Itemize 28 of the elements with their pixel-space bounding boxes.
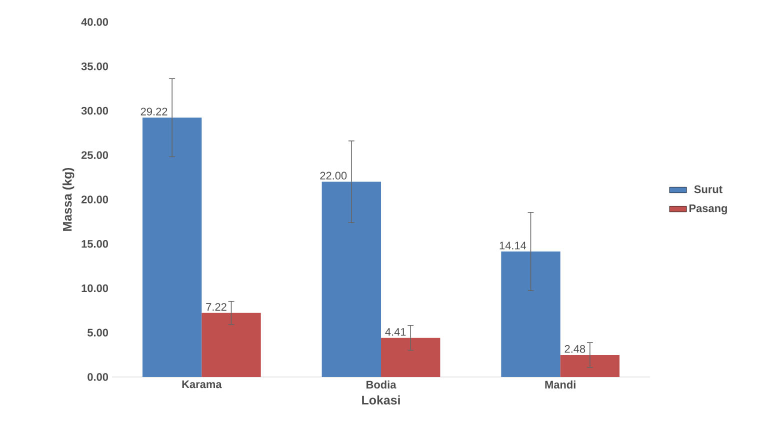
y-tick-label: 5.00 <box>88 328 108 336</box>
bar <box>322 182 382 377</box>
data-label: 22.00 <box>320 172 347 180</box>
x-tick-label: Mandi <box>545 380 576 389</box>
y-tick-label: 15.00 <box>82 240 108 248</box>
y-axis-title: Massa (kg) <box>62 168 74 231</box>
y-tick-label: 10.00 <box>82 284 108 292</box>
legend-label: Surut <box>694 185 722 194</box>
y-tick-label: 40.00 <box>81 18 108 26</box>
data-label: 4.41 <box>385 328 406 336</box>
y-tick-label: 20.00 <box>81 196 108 204</box>
x-tick-label: Karama <box>182 380 222 388</box>
x-tick-label: Bodia <box>366 380 396 389</box>
data-label: 29.22 <box>140 108 168 116</box>
data-label: 7.22 <box>206 303 226 311</box>
y-tick-label: 35.00 <box>81 62 108 70</box>
y-tick-label: 0.00 <box>88 373 108 381</box>
x-axis-title: Lokasi <box>362 395 400 405</box>
y-tick-label: 30.00 <box>81 106 108 115</box>
y-tick-label: 25.00 <box>81 151 108 159</box>
data-label: 2.48 <box>564 345 586 353</box>
data-label: 14.14 <box>500 242 526 250</box>
bar <box>202 312 261 377</box>
legend-label: Pasang <box>689 204 727 214</box>
bar <box>501 251 560 377</box>
bar <box>560 354 620 377</box>
bar <box>381 338 440 377</box>
bar <box>142 118 202 377</box>
